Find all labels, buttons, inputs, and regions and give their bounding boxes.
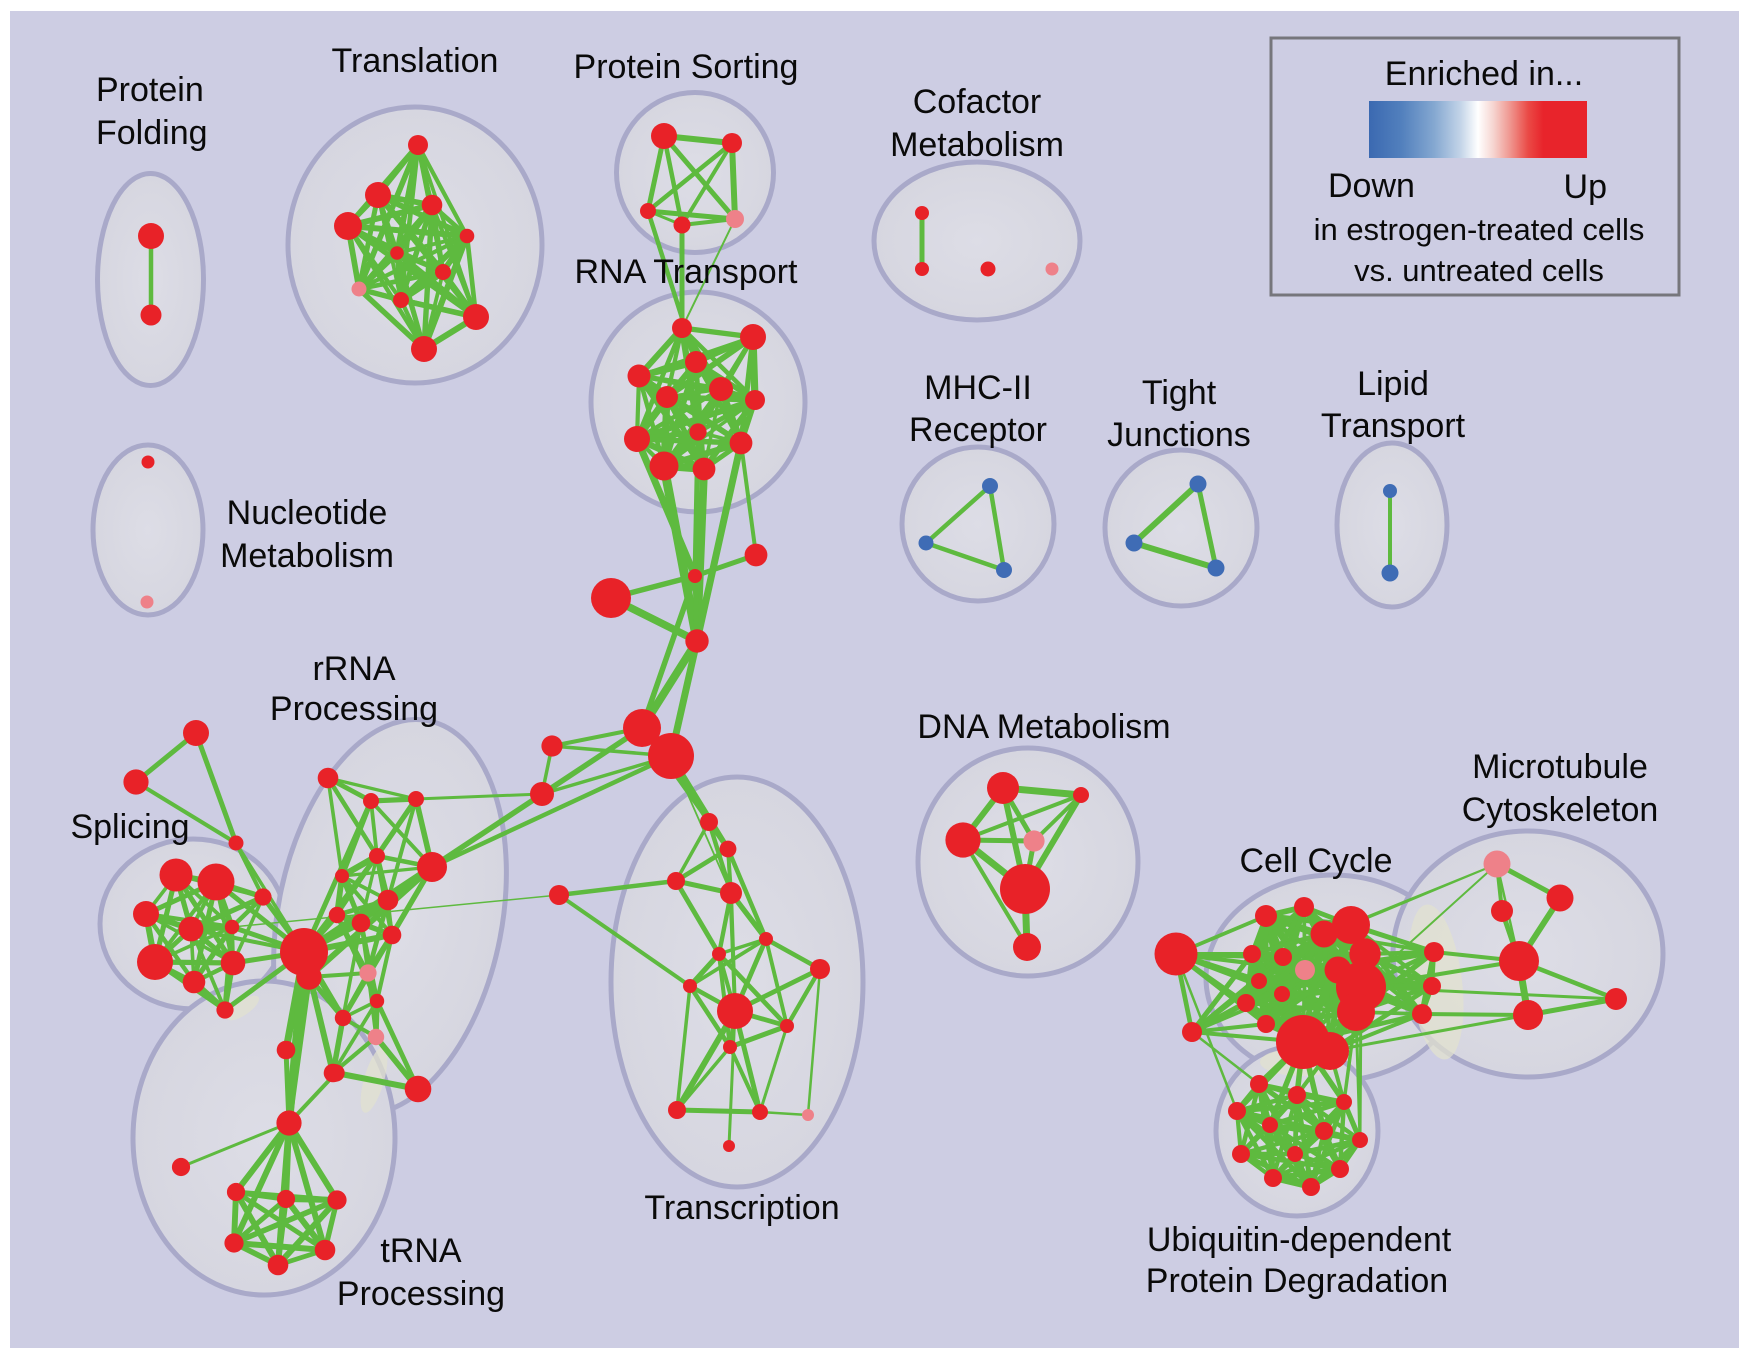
svg-text:Protein Sorting: Protein Sorting (574, 48, 799, 86)
svg-text:Protein: Protein (96, 71, 204, 109)
svg-text:Translation: Translation (332, 42, 499, 80)
svg-text:Folding: Folding (96, 114, 208, 152)
svg-text:Tight: Tight (1142, 374, 1217, 412)
svg-text:rRNA: rRNA (312, 650, 395, 688)
svg-text:Up: Up (1564, 168, 1607, 206)
svg-text:Processing: Processing (270, 690, 438, 728)
svg-text:vs. untreated cells: vs. untreated cells (1354, 253, 1604, 288)
svg-text:Metabolism: Metabolism (220, 537, 394, 575)
svg-text:Transport: Transport (1321, 407, 1466, 445)
svg-text:Processing: Processing (337, 1275, 505, 1313)
svg-text:Enriched in...: Enriched in... (1385, 55, 1583, 93)
svg-text:Transcription: Transcription (644, 1189, 839, 1227)
svg-text:Down: Down (1328, 167, 1415, 205)
svg-text:Cell Cycle: Cell Cycle (1239, 842, 1392, 880)
svg-text:Junctions: Junctions (1107, 416, 1251, 454)
svg-text:Metabolism: Metabolism (890, 126, 1064, 164)
svg-text:Protein Degradation: Protein Degradation (1146, 1262, 1448, 1300)
svg-text:Lipid: Lipid (1357, 365, 1429, 403)
svg-text:in estrogen-treated cells: in estrogen-treated cells (1314, 212, 1645, 247)
svg-text:Cofactor: Cofactor (913, 83, 1042, 121)
svg-text:tRNA: tRNA (380, 1232, 462, 1270)
svg-text:Receptor: Receptor (909, 411, 1047, 449)
svg-text:Splicing: Splicing (70, 808, 189, 846)
svg-text:Ubiquitin-dependent: Ubiquitin-dependent (1147, 1221, 1452, 1259)
svg-text:RNA Transport: RNA Transport (575, 253, 799, 291)
svg-text:Cytoskeleton: Cytoskeleton (1462, 791, 1659, 829)
svg-text:MHC-II: MHC-II (924, 369, 1032, 407)
svg-text:DNA Metabolism: DNA Metabolism (917, 708, 1170, 746)
svg-text:Nucleotide: Nucleotide (227, 494, 388, 532)
svg-text:Microtubule: Microtubule (1472, 748, 1648, 786)
